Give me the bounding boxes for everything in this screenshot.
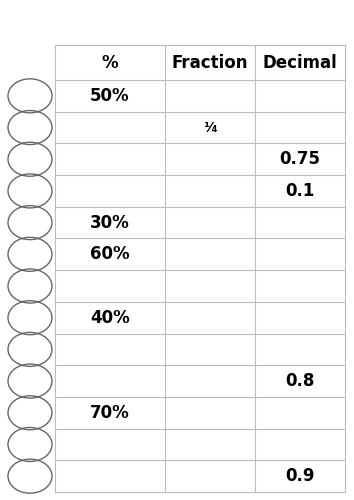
- Text: Fraction: Fraction: [172, 54, 248, 72]
- Text: 60%: 60%: [90, 246, 130, 264]
- Text: 50%: 50%: [90, 87, 130, 105]
- Text: 40%: 40%: [90, 308, 130, 326]
- Text: 0.1: 0.1: [285, 182, 315, 200]
- Text: ¹⁄₄: ¹⁄₄: [203, 120, 217, 134]
- Text: %: %: [102, 54, 118, 72]
- Text: 70%: 70%: [90, 404, 130, 422]
- Text: Decimal: Decimal: [263, 54, 337, 72]
- Text: 30%: 30%: [90, 214, 130, 232]
- Text: 0.9: 0.9: [285, 467, 315, 485]
- Text: 0.75: 0.75: [280, 150, 320, 168]
- Text: 0.8: 0.8: [285, 372, 315, 390]
